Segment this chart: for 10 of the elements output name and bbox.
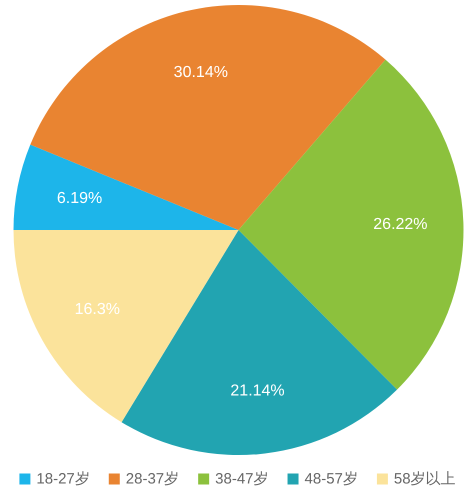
legend-label: 28-37岁 (126, 470, 180, 488)
data-label: 21.14% (230, 382, 285, 400)
legend-label: 18-27岁 (36, 470, 90, 488)
legend-label: 48-57岁 (304, 470, 358, 488)
data-label: 26.22% (373, 216, 428, 233)
legend-label: 58岁以上 (394, 470, 456, 488)
data-label: 30.14% (174, 64, 228, 81)
data-label: 16.3% (74, 300, 120, 318)
data-label: 6.19% (56, 190, 102, 208)
legend-label: 38-47岁 (215, 470, 269, 488)
